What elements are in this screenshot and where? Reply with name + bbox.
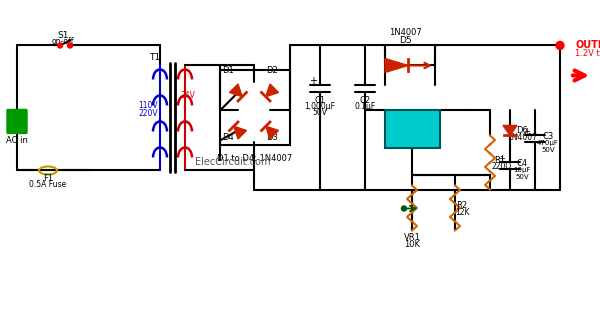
Text: 10μF: 10μF: [513, 167, 531, 174]
Text: D6: D6: [516, 126, 528, 135]
Text: C4: C4: [517, 159, 527, 168]
Text: R1: R1: [494, 156, 506, 165]
Text: 0.1μF: 0.1μF: [355, 102, 376, 111]
Text: ElecCircuit.com: ElecCircuit.com: [195, 158, 271, 167]
Text: 110V: 110V: [139, 101, 158, 110]
Text: Adj: Adj: [406, 138, 419, 147]
Text: In: In: [384, 121, 392, 130]
Polygon shape: [266, 84, 278, 97]
Text: +: +: [309, 77, 317, 86]
Circle shape: [58, 43, 62, 48]
Text: R2: R2: [457, 201, 467, 210]
Text: 470μF: 470μF: [537, 141, 559, 146]
Text: D1 to D4: 1N4007: D1 to D4: 1N4007: [217, 154, 293, 163]
FancyBboxPatch shape: [385, 111, 440, 148]
Text: D2: D2: [266, 66, 278, 75]
Text: OUTPUT: OUTPUT: [575, 41, 600, 50]
Text: 50V: 50V: [313, 108, 328, 117]
Polygon shape: [234, 126, 247, 139]
Text: D1: D1: [222, 66, 234, 75]
Text: AC in: AC in: [6, 136, 28, 145]
Text: C1: C1: [314, 96, 326, 105]
Text: D5: D5: [398, 36, 412, 45]
Text: 1N4007: 1N4007: [507, 133, 537, 142]
Text: 1.2V to 30V: 1.2V to 30V: [575, 49, 600, 58]
Polygon shape: [230, 84, 242, 97]
Polygon shape: [503, 126, 517, 135]
Polygon shape: [385, 59, 408, 73]
Circle shape: [556, 42, 564, 49]
Circle shape: [401, 206, 407, 211]
Text: D4: D4: [222, 133, 234, 142]
Text: +: +: [499, 154, 505, 163]
Text: D3: D3: [266, 133, 278, 142]
Text: LM317: LM317: [392, 125, 431, 134]
Text: 220V: 220V: [139, 109, 158, 118]
Text: 24V: 24V: [181, 91, 196, 100]
Text: 0.5A Fuse: 0.5A Fuse: [29, 180, 67, 189]
Bar: [220, 71, 290, 146]
Text: 12K: 12K: [455, 208, 469, 217]
Text: 10K: 10K: [404, 240, 420, 249]
Text: on-off: on-off: [52, 37, 74, 46]
Text: 1,000μF: 1,000μF: [305, 102, 335, 111]
FancyBboxPatch shape: [7, 110, 27, 133]
Text: C3: C3: [542, 132, 554, 141]
Polygon shape: [266, 126, 278, 139]
Text: S1: S1: [57, 31, 69, 40]
Text: LM317 Power supply circuit 1.2 to 30V 1A: LM317 Power supply circuit 1.2 to 30V 1A: [5, 272, 595, 297]
Text: C2: C2: [359, 96, 371, 105]
Text: 50V: 50V: [515, 175, 529, 181]
Text: Out: Out: [424, 121, 440, 130]
Text: VR1: VR1: [404, 233, 421, 242]
Text: +: +: [524, 127, 530, 136]
Text: 1N4007: 1N4007: [389, 28, 421, 37]
Text: T1: T1: [149, 53, 161, 62]
Text: 50V: 50V: [541, 147, 555, 153]
Text: F1: F1: [43, 174, 53, 183]
Circle shape: [67, 43, 73, 48]
Text: 220Ω: 220Ω: [492, 162, 512, 171]
